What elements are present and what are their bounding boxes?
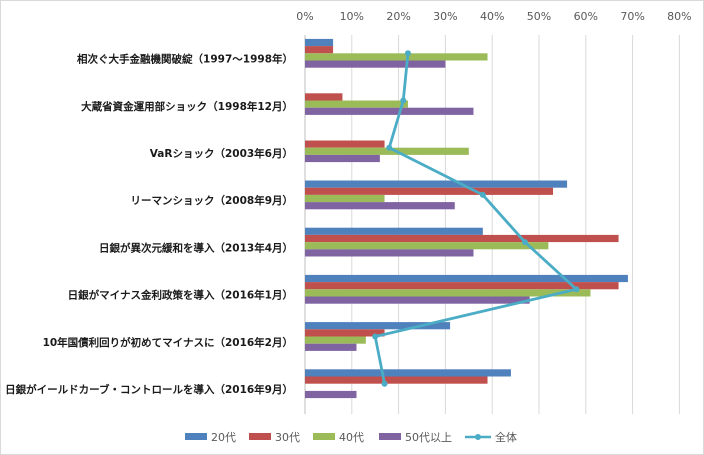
category-label: 日銀がマイナス金利政策を導入（2016年1月） <box>68 289 293 302</box>
bar-20代 <box>305 274 628 283</box>
legend-label: 40代 <box>339 431 364 444</box>
line-point <box>386 144 393 151</box>
line-point <box>381 380 388 387</box>
x-tick-label: 40% <box>480 10 504 23</box>
bar-50代以上 <box>305 60 446 68</box>
bar-30代 <box>305 234 619 243</box>
legend-swatch <box>379 433 401 440</box>
category-label: VaRショック（2003年6月） <box>150 147 293 160</box>
legend-swatch <box>249 433 271 440</box>
bar-20代 <box>305 180 568 188</box>
category-label: 日銀が異次元緩和を導入（2013年4月） <box>99 241 293 254</box>
line-point <box>521 239 528 246</box>
bar-30代 <box>305 140 385 148</box>
bar-30代 <box>305 187 554 195</box>
bar-30代 <box>305 46 334 54</box>
line-point <box>404 50 411 57</box>
category-label: 日銀がイールドカーブ・コントロールを導入（2016年9月） <box>5 383 293 396</box>
bar-50代以上 <box>305 154 380 163</box>
bar-50代以上 <box>305 343 357 351</box>
line-point <box>372 333 379 340</box>
line-point <box>400 97 407 104</box>
legend-label: 30代 <box>275 431 300 444</box>
bar-40代 <box>305 289 591 297</box>
bar-20代 <box>305 322 451 330</box>
bar-30代 <box>305 376 488 384</box>
x-tick-label: 20% <box>386 10 410 23</box>
bar-40代 <box>305 100 408 108</box>
category-label: リーマンショック（2008年9月） <box>130 194 293 207</box>
bar-50代以上 <box>305 249 474 257</box>
bar-20代 <box>305 369 511 377</box>
series-line-全体 <box>373 53 578 384</box>
category-label: 大蔵省資金運用部ショック（1998年12月） <box>81 100 293 113</box>
bar-40代 <box>305 53 488 61</box>
legend-swatch <box>185 433 207 440</box>
legend-label: 50代以上 <box>405 431 452 444</box>
legend-swatch <box>313 433 335 440</box>
legend-swatch-marker <box>475 434 481 440</box>
bar-40代 <box>305 147 469 155</box>
bar-50代以上 <box>305 390 357 399</box>
legend-label: 全体 <box>495 430 517 444</box>
x-tick-label: 50% <box>527 10 551 23</box>
bar-50代以上 <box>305 107 474 115</box>
bar-50代以上 <box>305 296 530 304</box>
bar-30代 <box>305 329 385 337</box>
bar-50代以上 <box>305 202 455 210</box>
bar-30代 <box>305 93 343 101</box>
x-tick-label: 80% <box>667 10 691 23</box>
x-tick-label: 60% <box>574 10 598 23</box>
line-point <box>573 286 580 293</box>
category-label: 相次ぐ大手金融機関破綻（1997～1998年） <box>77 53 293 66</box>
bar-40代 <box>305 336 366 344</box>
x-tick-label: 10% <box>340 10 364 23</box>
bar-40代 <box>305 242 549 250</box>
x-tick-label: 0% <box>296 10 313 23</box>
bar-30代 <box>305 282 619 290</box>
x-tick-label: 30% <box>433 10 457 23</box>
x-tick-label: 70% <box>620 10 644 23</box>
bar-20代 <box>305 38 334 47</box>
bar-20代 <box>305 227 483 235</box>
bar-40代 <box>305 194 385 203</box>
legend-label: 20代 <box>211 431 236 444</box>
category-label: 10年国債利回りが初めてマイナスに（2016年2月） <box>43 336 293 349</box>
line-point <box>479 191 486 198</box>
